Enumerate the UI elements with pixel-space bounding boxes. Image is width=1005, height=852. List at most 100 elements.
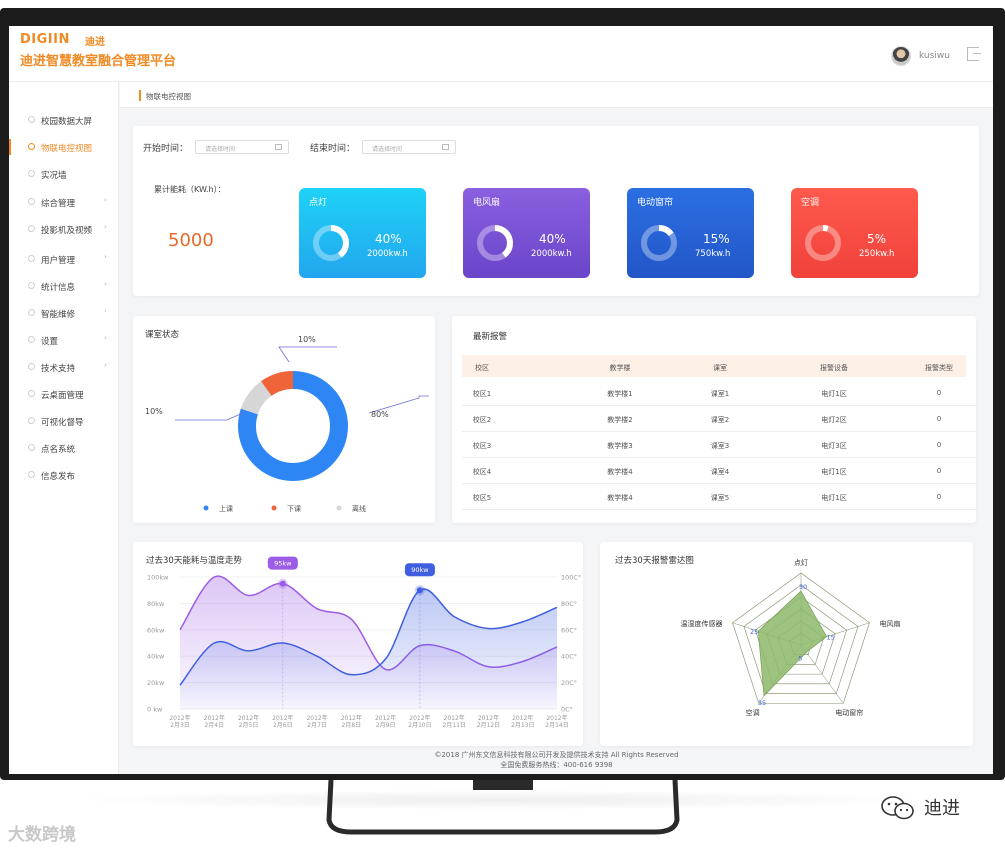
donut-percent-label: 10%: [145, 407, 163, 416]
start-time-input[interactable]: 请选择时间: [195, 140, 289, 154]
leader-line: [368, 395, 429, 414]
menu-dot-icon: [28, 143, 35, 150]
table-header-cell: 教学楼: [609, 364, 631, 372]
logout-icon[interactable]: [967, 47, 981, 61]
sidebar-item[interactable]: 物联电控视图: [9, 137, 119, 157]
sidebar-item[interactable]: 信息发布: [9, 465, 119, 485]
y-tick-left: 20kw: [147, 679, 165, 687]
energy-card[interactable]: 空调 5% 250kw.h: [791, 188, 918, 278]
radar-axis-label: 空调: [746, 708, 760, 717]
leader-line: [278, 346, 337, 363]
legend-dot: [271, 505, 277, 511]
table-row[interactable]: 校区2 教学楼2 课室2 电灯2区 0: [462, 406, 976, 432]
energy-card-ring: [313, 225, 349, 261]
menu-dot-icon: [28, 225, 35, 232]
sidebar-item[interactable]: 综合管理 ›: [9, 192, 119, 212]
energy-card-kwh: 2000kw.h: [367, 249, 408, 259]
calendar-icon: [275, 144, 282, 150]
sidebar-item[interactable]: 可视化督导: [9, 411, 119, 431]
radar-value-label: 35: [758, 699, 766, 707]
y-tick-left: 100kw: [147, 574, 169, 582]
x-tick: 2012年 2月7日: [306, 714, 327, 729]
sidebar-item[interactable]: 智能维修 ›: [9, 303, 119, 323]
menu-dot-icon: [28, 471, 35, 478]
alarms-panel: 最新报警 校区 教学楼 课室 报警设备 报警类型 校区1 教学楼1 课室1 电灯1区 0 校区2 教…: [452, 316, 976, 523]
user-avatar[interactable]: [891, 46, 911, 66]
end-time-input[interactable]: 请选择时间: [362, 140, 456, 154]
breadcrumb-marker: [139, 90, 141, 101]
sidebar-item[interactable]: 云桌面管理: [9, 384, 119, 404]
donut-percent-label: 10%: [298, 335, 316, 344]
table-row[interactable]: 校区3 教学楼3 课室3 电灯3区 0: [462, 432, 976, 458]
x-tick: 2012年 2月5日: [238, 714, 259, 729]
table-cell: 0: [936, 493, 942, 501]
sidebar-item[interactable]: 用户管理 ›: [9, 249, 119, 269]
energy-card-title: 电风扇: [473, 198, 501, 208]
y-tick-right: 20C°: [561, 679, 577, 687]
energy-card[interactable]: 电动窗帘 15% 750kw.h: [627, 188, 754, 278]
sidebar-item[interactable]: 技术支持 ›: [9, 357, 119, 377]
sidebar-item-label: 智能维修: [41, 310, 76, 320]
sidebar-item[interactable]: 实况墙: [9, 164, 119, 184]
footer: ©2018 广州东文信息科技有限公司开发及提供技术支持 All Rights R…: [120, 750, 993, 770]
sidebar: 校园数据大屏物联电控视图实况墙综合管理 › 投影机及视频 › 用户管理 › 统计信息 › 智能维…: [9, 82, 119, 774]
y-tick-right: 0C°: [561, 706, 573, 714]
donut-slice: [238, 371, 348, 481]
energy-panel: 开始时间： 请选择时间 结束时间： 请选择时间 累计能耗（KW.h）： 5000…: [133, 126, 979, 296]
chevron-right-icon: ›: [104, 223, 107, 231]
x-tick: 2012年 2月6日: [272, 714, 293, 729]
sidebar-item-label: 信息发布: [41, 472, 76, 482]
sidebar-item[interactable]: 投影机及视频 ›: [9, 219, 119, 239]
sidebar-item[interactable]: 校园数据大屏: [9, 110, 119, 130]
sidebar-item[interactable]: 统计信息 ›: [9, 276, 119, 296]
table-cell: 教学楼3: [607, 442, 633, 450]
sidebar-item-label: 物联电控视图: [41, 144, 93, 154]
legend-label: 下课: [287, 504, 301, 513]
table-cell: 校区5: [472, 494, 492, 502]
x-tick: 2012年 2月11日: [442, 714, 465, 729]
x-tick: 2012年 2月14日: [545, 714, 568, 729]
table-row[interactable]: 校区4 教学楼4 课室4 电灯1区 0: [462, 458, 976, 484]
breadcrumb: 物联电控视图: [120, 82, 993, 108]
x-tick: 2012年 2月12日: [477, 714, 500, 729]
sidebar-item[interactable]: 点名系统: [9, 438, 119, 458]
menu-dot-icon: [28, 116, 35, 123]
start-time-placeholder: 请选择时间: [205, 146, 236, 153]
table-header-cell: 报警设备: [820, 364, 848, 372]
table-row[interactable]: 校区1 教学楼1 课室1 电灯1区 0: [462, 380, 976, 406]
menu-dot-icon: [28, 170, 35, 177]
chevron-right-icon: ›: [104, 334, 107, 342]
footer-hotline: 全国免费服务热线：400-616 9398: [500, 761, 613, 769]
energy-card-percent: 40%: [539, 232, 566, 246]
sidebar-item-label: 技术支持: [41, 364, 76, 374]
username[interactable]: kusiwu: [919, 51, 950, 61]
table-cell: 校区3: [472, 442, 492, 450]
table-cell: 课室1: [710, 390, 730, 398]
annotation-badge: [267, 556, 298, 570]
annotation-label: 95kw: [274, 560, 292, 568]
sidebar-item-label: 可视化督导: [41, 418, 84, 428]
radar-value-label: 15: [827, 634, 835, 642]
radar-spoke: [800, 644, 844, 704]
table-cell: 电灯1区: [821, 494, 847, 502]
chevron-right-icon: ›: [104, 280, 107, 288]
tv-shadow: [60, 790, 940, 810]
energy-card[interactable]: 点灯 40% 2000kw.h: [299, 188, 426, 278]
table-cell: 0: [936, 389, 942, 397]
x-tick: 2012年 2月13日: [511, 714, 534, 729]
energy-total-label: 累计能耗（KW.h）：: [154, 185, 226, 194]
menu-dot-icon: [28, 309, 35, 316]
table-row[interactable]: 校区5 教学楼4 课室5 电灯1区 0: [462, 484, 976, 510]
logo-brand-cn: 迪进: [85, 37, 105, 48]
energy-card-title: 空调: [801, 198, 820, 208]
start-time-label: 开始时间：: [143, 144, 189, 154]
table-cell: 教学楼4: [607, 494, 633, 502]
energy-card[interactable]: 电风扇 40% 2000kw.h: [463, 188, 590, 278]
annotation-badge: [404, 563, 435, 577]
table-cell: 电灯3区: [821, 442, 847, 450]
sidebar-item-label: 云桌面管理: [41, 391, 84, 401]
sidebar-item[interactable]: 设置 ›: [9, 330, 119, 350]
x-tick: 2012年 2月3日: [169, 714, 190, 729]
x-tick: 2012年 2月9日: [375, 714, 396, 729]
app-title: 迪进智慧教室融合管理平台: [20, 54, 177, 69]
